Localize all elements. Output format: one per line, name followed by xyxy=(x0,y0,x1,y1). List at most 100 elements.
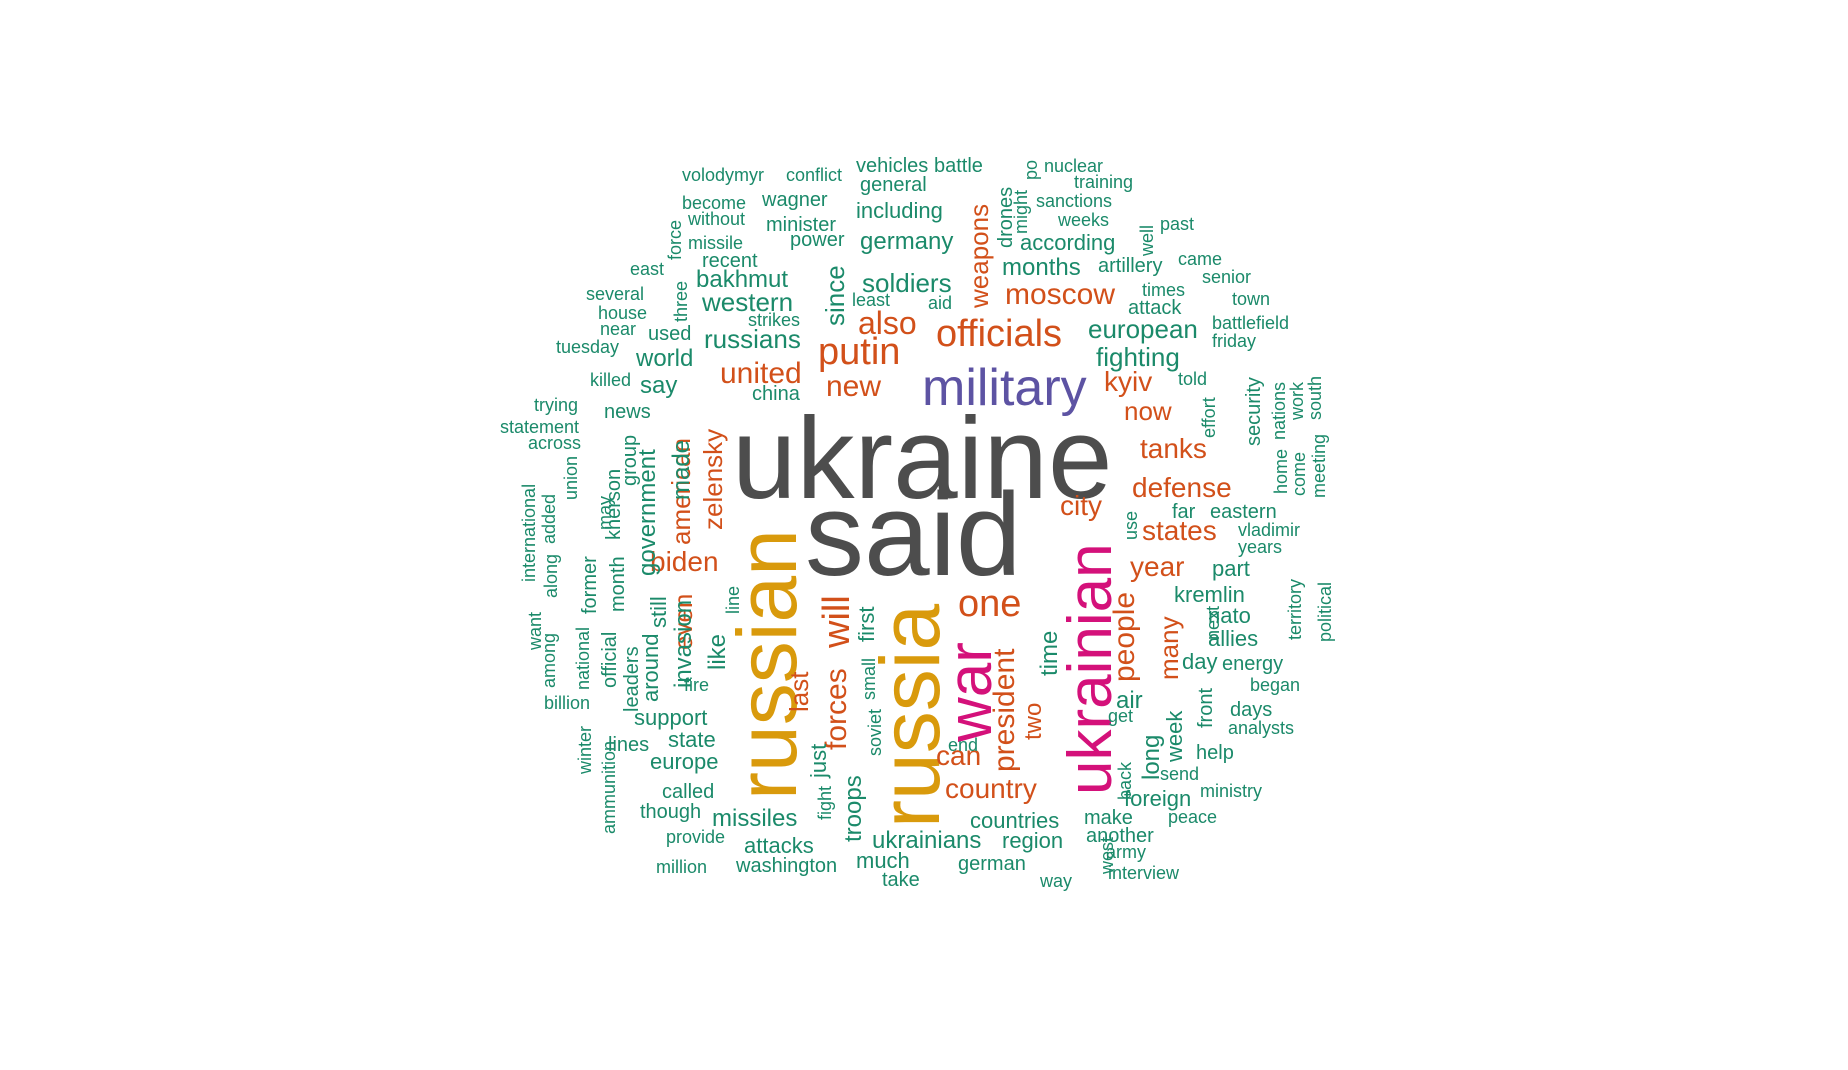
word: without xyxy=(688,209,746,229)
word: use xyxy=(1121,510,1141,540)
word: vehicles xyxy=(856,155,929,177)
word: provide xyxy=(666,827,726,847)
word: past xyxy=(1160,214,1195,234)
word: weapons xyxy=(964,203,994,308)
word: artillery xyxy=(1098,255,1163,277)
word: moscow xyxy=(1005,278,1116,311)
word: national xyxy=(573,626,593,690)
word: leaders xyxy=(621,646,643,712)
word: since xyxy=(820,265,850,326)
word: battle xyxy=(934,155,983,177)
word: added xyxy=(539,493,559,544)
word: recent xyxy=(702,250,758,272)
word: foreign xyxy=(1124,786,1192,811)
word: world xyxy=(636,345,694,372)
word: putin xyxy=(818,331,901,373)
word: first xyxy=(854,606,879,642)
word: force xyxy=(665,219,685,260)
word: battlefield xyxy=(1212,313,1290,333)
word: well xyxy=(1137,224,1157,256)
word: get xyxy=(1108,706,1134,726)
word: soviet xyxy=(865,708,885,756)
word: called xyxy=(662,781,715,803)
word: friday xyxy=(1212,331,1257,351)
word: days xyxy=(1230,699,1273,721)
word: another xyxy=(1086,825,1154,847)
word: month xyxy=(607,556,629,612)
word: energy xyxy=(1222,653,1284,675)
word: aid xyxy=(928,293,953,313)
word: across xyxy=(528,433,582,453)
word: effort xyxy=(1199,397,1219,438)
word: part xyxy=(1212,556,1250,581)
word: interview xyxy=(1108,863,1180,883)
word: tuesday xyxy=(556,337,620,357)
word: conflict xyxy=(786,165,843,185)
word: people xyxy=(1108,591,1141,682)
word: week xyxy=(1162,710,1187,762)
word: peace xyxy=(1168,807,1218,827)
word: much xyxy=(856,848,910,873)
word: union xyxy=(561,455,581,500)
word: power xyxy=(790,229,845,251)
word: russians xyxy=(704,324,801,354)
word: year xyxy=(1130,551,1185,582)
word: forces xyxy=(820,668,853,750)
word: region xyxy=(1002,828,1064,853)
word: kyiv xyxy=(1104,366,1153,397)
word: last xyxy=(784,671,814,712)
word: least xyxy=(852,290,891,310)
word: vladimir xyxy=(1238,520,1301,540)
word: states xyxy=(1142,515,1217,546)
word: ammunition xyxy=(599,740,619,834)
word: washington xyxy=(736,855,838,877)
word: attack xyxy=(1128,297,1182,319)
word: house xyxy=(598,303,648,323)
word: western xyxy=(702,287,794,317)
word: tanks xyxy=(1140,433,1207,464)
word: former xyxy=(579,556,601,614)
word: state xyxy=(668,727,716,752)
word: soldiers xyxy=(862,268,952,298)
word: can xyxy=(936,740,982,771)
word: help xyxy=(1196,742,1234,764)
word: lines xyxy=(608,734,650,756)
word: come xyxy=(1289,451,1309,496)
word: times xyxy=(1142,280,1186,300)
word: missile xyxy=(688,233,744,253)
word: came xyxy=(1178,249,1223,269)
word: fight xyxy=(815,785,835,820)
word: billion xyxy=(544,693,591,713)
word: small xyxy=(859,657,879,700)
word: several xyxy=(586,284,645,304)
word: european xyxy=(1088,314,1198,344)
word: biden xyxy=(650,546,719,577)
word: began xyxy=(1250,675,1301,695)
word: europe xyxy=(650,749,719,774)
word: many xyxy=(1154,616,1184,680)
word: ukrainians xyxy=(872,827,982,854)
word: now xyxy=(1124,396,1172,426)
word: volodymyr xyxy=(682,165,765,185)
word: nato xyxy=(1208,603,1251,628)
word: statement xyxy=(500,417,580,437)
word: political xyxy=(1315,581,1335,642)
word: training xyxy=(1074,172,1134,192)
word: official xyxy=(599,631,621,688)
word: also xyxy=(858,305,917,341)
word: germany xyxy=(860,228,954,255)
word: might xyxy=(1011,189,1031,234)
word: still xyxy=(646,596,671,628)
word: south xyxy=(1305,375,1325,420)
word: winter xyxy=(575,725,595,774)
word: near xyxy=(600,319,637,339)
word: country xyxy=(945,773,1037,804)
word: strikes xyxy=(748,310,801,330)
word: work xyxy=(1287,381,1307,420)
word: day xyxy=(1182,649,1218,674)
word: years xyxy=(1238,537,1283,557)
word: sanctions xyxy=(1036,191,1113,211)
word: months xyxy=(1002,254,1081,281)
word: countries xyxy=(970,808,1060,833)
